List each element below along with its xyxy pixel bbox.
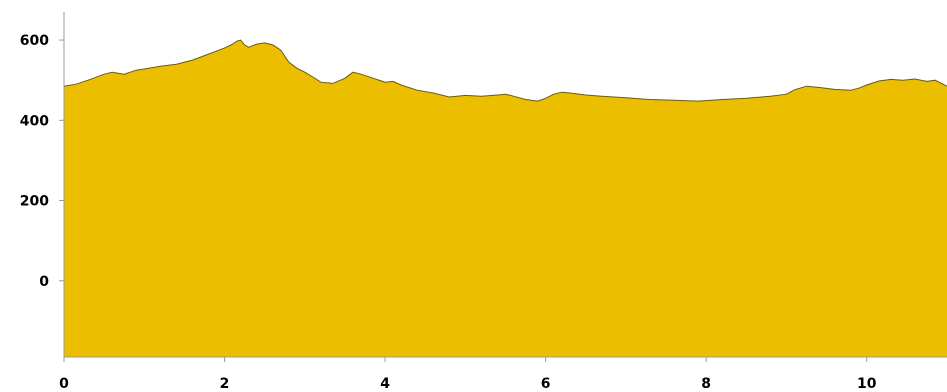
y-tick-label: 600 — [20, 33, 49, 49]
x-tick-label: 6 — [541, 376, 551, 392]
x-tick-label: 2 — [220, 376, 230, 392]
x-tick-label: 4 — [380, 376, 390, 392]
elevation-area — [64, 40, 947, 357]
y-tick-label: 200 — [20, 194, 49, 210]
x-tick-label: 8 — [701, 376, 711, 392]
y-tick-label: 0 — [39, 274, 49, 290]
plot-area — [64, 40, 947, 357]
y-tick-label: 400 — [20, 113, 49, 129]
x-tick-label: 0 — [59, 376, 69, 392]
x-tick-label: 10 — [857, 376, 877, 392]
